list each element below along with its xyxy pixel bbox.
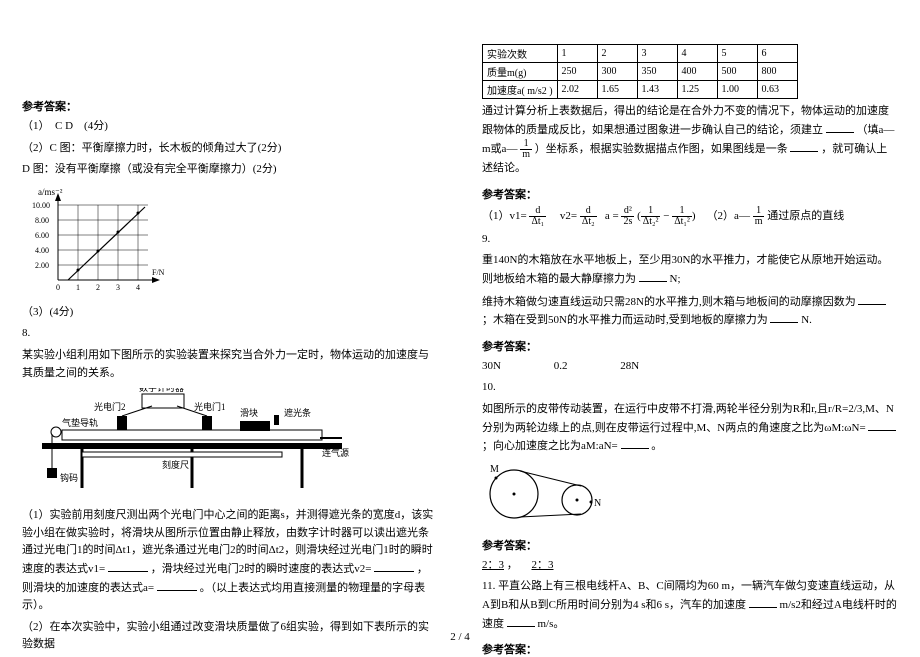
apparatus-diagram: 气垫导轨 光电门2 光电门1 数字计时器 滑块 遮光条 刻度尺 (22, 388, 438, 501)
ans-line3: D 图：没有平衡摩擦（或没有完全平衡摩擦力）(2分) (22, 161, 438, 179)
q10t2: ；向心加速度之比为aM:aN= (482, 440, 618, 452)
svg-text:刻度尺: 刻度尺 (162, 459, 189, 470)
answer-heading-5: 参考答案： (482, 641, 898, 657)
ans8c: （2）a— (707, 210, 750, 222)
ans-line1: （1） C D (4分) (22, 118, 438, 136)
svg-text:气垫导轨: 气垫导轨 (62, 417, 98, 428)
svg-text:连气源: 连气源 (322, 447, 349, 458)
ans8-formula: （1）v1= dΔt₁ v2= dΔt₂ a = d²2s (1Δt₂² − 1… (482, 206, 898, 227)
q9t1b: N; (670, 273, 681, 285)
blank-coord (826, 121, 854, 133)
q8-text: 某实验小组利用如下图所示的实验装置来探究当合外力一定时，物体运动的加速度与其质量… (22, 347, 438, 382)
ans10a: 2：3 (482, 559, 504, 571)
right-column: 实验次数 1 2 3 4 5 6 质量m(g) 250 300 350 400 … (460, 0, 920, 651)
svg-text:0: 0 (56, 283, 60, 292)
svg-text:数字计时器: 数字计时器 (139, 388, 184, 393)
blank-v2 (374, 560, 414, 572)
table-row: 质量m(g) 250 300 350 400 500 800 (483, 63, 798, 81)
q9t2c: N. (801, 314, 812, 326)
ans9a: 30N (482, 360, 501, 372)
svg-text:1: 1 (76, 283, 80, 292)
ans8b: v2= (549, 210, 577, 222)
svg-text:4.00: 4.00 (35, 246, 49, 255)
svg-text:2: 2 (96, 283, 100, 292)
blank-q9a (639, 270, 667, 282)
q8-number: 8. (22, 325, 438, 343)
blank-line (790, 140, 818, 152)
blank-q11b (507, 615, 535, 627)
svg-text:遮光条: 遮光条 (284, 407, 311, 418)
blank-q10a (868, 419, 896, 431)
q8-p1b: ，滑块经过光电门2时的瞬时速度的表达式v2= (151, 563, 372, 575)
answer-heading-4: 参考答案： (482, 537, 898, 553)
svg-text:光电门2: 光电门2 (94, 401, 126, 412)
answer-heading-2: 参考答案： (482, 186, 898, 202)
page-footer: 2 / 4 (0, 631, 920, 643)
q11t3: m/s。 (538, 618, 565, 630)
svg-text:2.00: 2.00 (35, 261, 49, 270)
ans9b: 0.2 (554, 360, 568, 372)
svg-text:6.00: 6.00 (35, 231, 49, 240)
q10-number: 10. (482, 379, 898, 397)
blank-q9b (858, 293, 886, 305)
q10-text: 如图所示的皮带传动装置，在运行中皮带不打滑,两轮半径分别为R和r,且r/R=2/… (482, 401, 898, 456)
table-row: 加速度a( m/s2 ) 2.02 1.65 1.43 1.25 1.00 0.… (483, 81, 798, 99)
blank-v1 (108, 560, 148, 572)
answer-heading-3: 参考答案： (482, 338, 898, 354)
svg-text:光电门1: 光电门1 (194, 401, 226, 412)
svg-text:N: N (594, 498, 601, 509)
q11num: 11. (482, 580, 495, 592)
ans9: 30N 0.2 28N (482, 358, 898, 376)
fraction-1m: 1m (520, 139, 532, 160)
q9-text: 重140N的木箱放在水平地板上，至少用30N的水平推力，才能使它从原地开始运动。… (482, 252, 898, 288)
q9t2b: ；木箱在受到50N的水平推力而运动时,受到地板的摩擦力为 (482, 314, 768, 326)
q10t: 如图所示的皮带传动装置，在运行中皮带不打滑,两轮半径分别为R和r,且r/R=2/… (482, 403, 894, 434)
q9-text2: 维持木箱做匀速直线运动只需28N的水平推力,则木箱与地板间的动摩擦因数为 ；木箱… (482, 293, 898, 330)
svg-text:8.00: 8.00 (35, 216, 49, 225)
answer-heading: 参考答案： (22, 98, 438, 114)
ans10c: 2：3 (532, 559, 554, 571)
svg-text:F/N: F/N (152, 268, 165, 277)
r1c: ）坐标系，根据实验数据描点作图，如果图线是一条 (535, 143, 788, 155)
q9t2: 维持木箱做匀速直线运动只需28N的水平推力,则木箱与地板间的动摩擦因数为 (482, 296, 856, 308)
ans8a: （1）v1= (482, 210, 527, 222)
table-row: 实验次数 1 2 3 4 5 6 (483, 45, 798, 63)
acceleration-graph: a/ms⁻² 10.00 (30, 185, 438, 298)
q11: 11. 平直公路上有三根电线杆A、B、C间隔均为60 m，一辆汽车做匀变速直线运… (482, 578, 898, 633)
y-axis-label: a/ms⁻² (38, 187, 63, 197)
q10t3: 。 (651, 440, 662, 452)
blank-q11a (749, 596, 777, 608)
blank-q9c (770, 311, 798, 323)
q8-p1: （1）实验前用刻度尺测出两个光电门中心之间的距离s，并测得遮光条的宽度d，该实验… (22, 507, 438, 615)
ans-line2: （2）C 图：平衡摩擦力时，长木板的倾角过大了(2分) (22, 140, 438, 158)
q9-number: 9. (482, 231, 898, 249)
ans10b: ， (507, 559, 518, 571)
svg-text:滑块: 滑块 (240, 407, 258, 418)
q9t1: 重140N的木箱放在水平地板上，至少用30N的水平推力，才能使它从原地开始运动。… (482, 254, 888, 285)
r1: 通过计算分析上表数据后，得出的结论是在合外力不变的情况下，物体运动的加速度跟物体… (482, 103, 898, 178)
svg-text:钩码: 钩码 (60, 472, 78, 483)
left-column: 参考答案： （1） C D (4分) （2）C 图：平衡摩擦力时，长木板的倾角过… (0, 0, 460, 651)
ans10: 2：3 ， 2：3 (482, 557, 898, 575)
ans8d: 通过原点的直线 (767, 210, 844, 222)
data-table: 实验次数 1 2 3 4 5 6 质量m(g) 250 300 350 400 … (482, 44, 798, 99)
svg-text:4: 4 (136, 283, 140, 292)
ans9c: 28N (620, 360, 639, 372)
svg-text:3: 3 (116, 283, 120, 292)
ans-line4: （3）(4分) (22, 304, 438, 322)
svg-text:M: M (490, 464, 499, 475)
blank-q10b (621, 437, 649, 449)
blank-a (157, 579, 197, 591)
svg-text:10.00: 10.00 (32, 201, 50, 210)
belt-diagram: M N (482, 462, 898, 529)
